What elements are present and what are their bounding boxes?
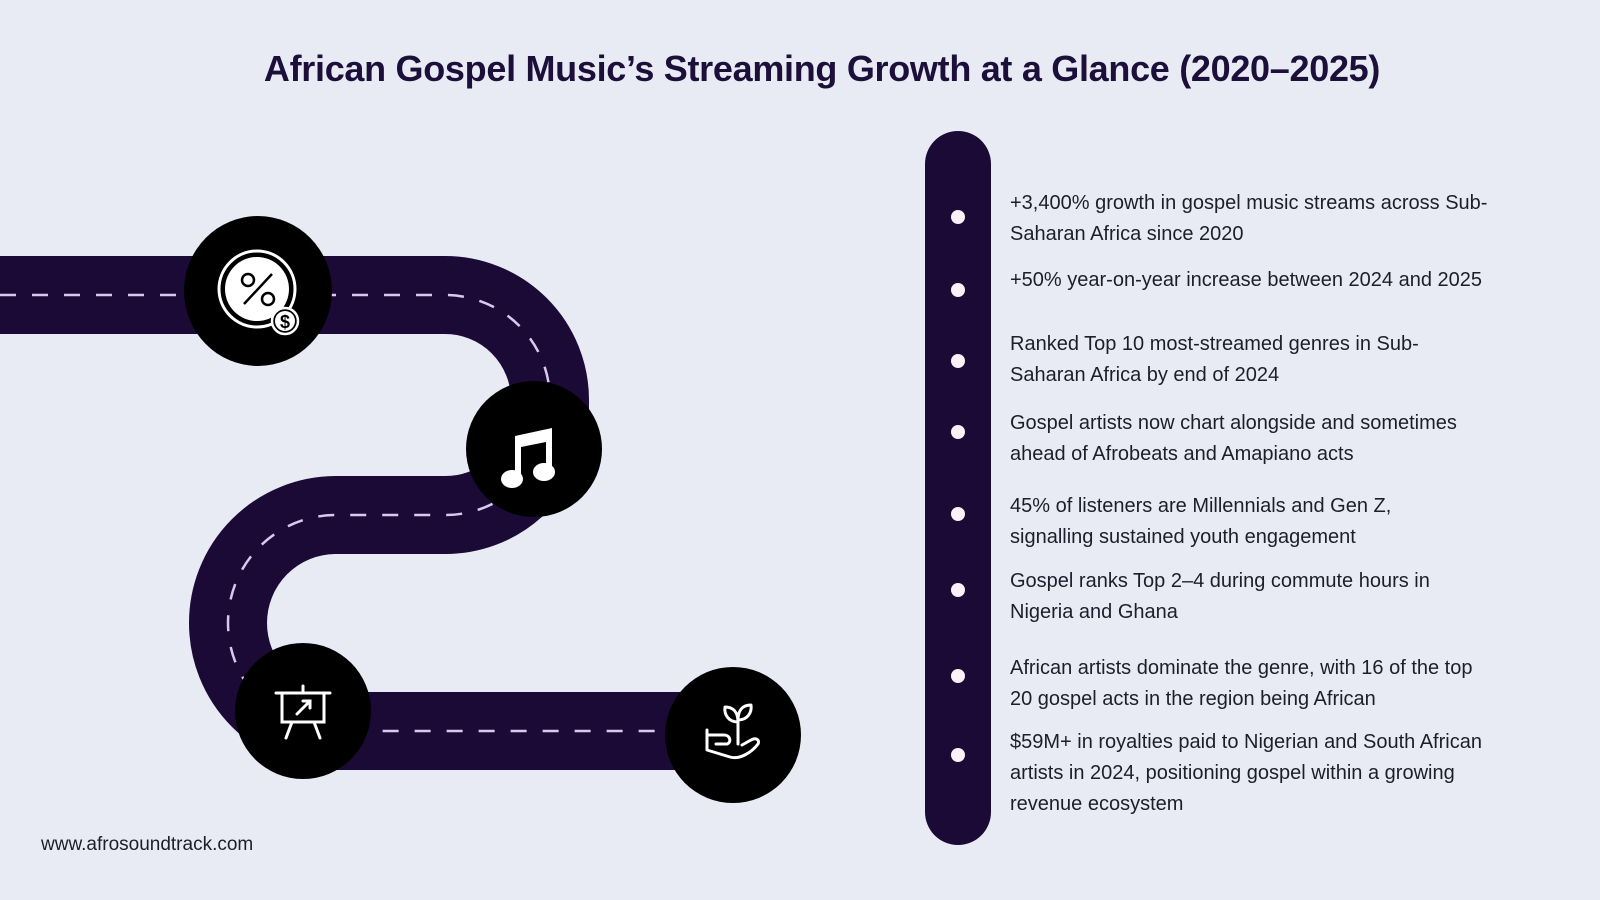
percent-dollar-icon: $ [217,249,300,336]
fact-item: African artists dominate the genre, with… [1010,657,1473,710]
timeline-dot [951,748,965,762]
road-center-dashes [0,293,730,733]
page-title: African Gospel Music’s Streaming Growth … [263,48,1381,89]
timeline-dot [951,507,965,521]
road [0,256,730,770]
timeline-dot [951,354,965,368]
music-note-icon [501,428,555,488]
timeline-dot [951,669,965,683]
fact-item: +3,400% growth in gospel music streams a… [1010,192,1488,245]
svg-text:$: $ [280,312,290,332]
fact-item: +50% year-on-year increase between 2024 … [1010,269,1482,291]
fact-item: 45% of listeners are Millennials and Gen… [1010,495,1392,548]
fact-item: Ranked Top 10 most-streamed genres in Su… [1010,333,1419,386]
fact-item: $59M+ in royalties paid to Nigerian and … [1010,731,1482,815]
milestone-4 [665,667,801,803]
timeline-bar [925,131,991,845]
timeline-dot [951,283,965,297]
timeline-dot [951,210,965,224]
website-link[interactable]: www.afrosoundtrack.com [41,834,254,855]
roadmap-graphic: $ [0,216,801,803]
fact-item: Gospel ranks Top 2–4 during commute hour… [1010,570,1430,623]
milestone-1: $ [184,216,332,366]
milestone-2 [466,381,602,517]
presentation-growth-icon [274,684,332,740]
milestone-3 [235,643,371,779]
hand-plant-icon [705,703,760,760]
timeline-dot [951,583,965,597]
timeline-dot [951,425,965,439]
fact-item: Gospel artists now chart alongside and s… [1010,412,1457,465]
